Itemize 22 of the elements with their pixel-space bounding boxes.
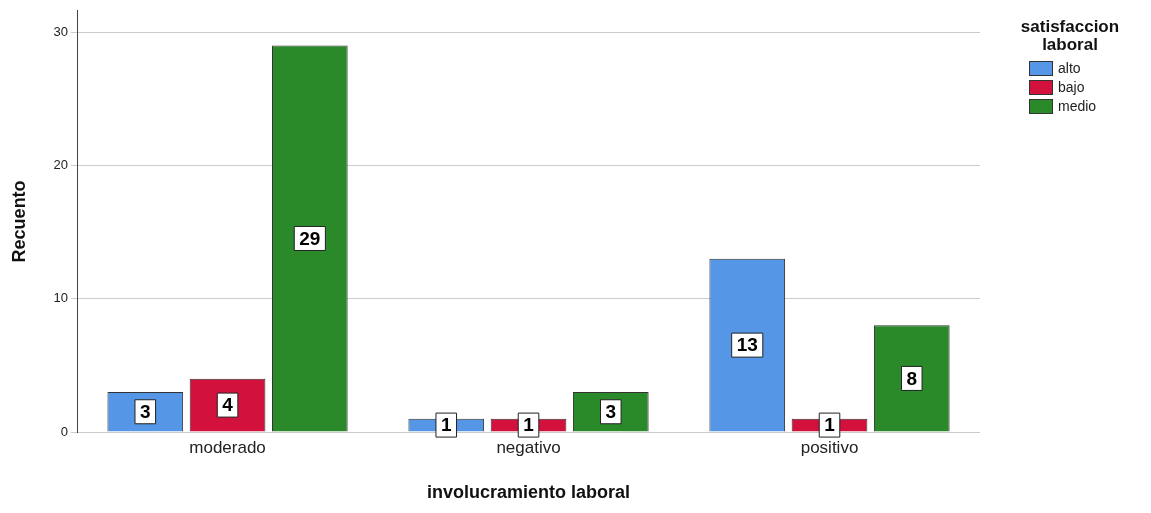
data-label: 29 xyxy=(299,227,321,249)
data-label: 8 xyxy=(906,367,918,389)
data-label: 3 xyxy=(139,400,151,422)
x-tick-label: negativo xyxy=(496,437,561,457)
y-tick-label: 30 xyxy=(53,23,69,39)
y-tick-label: 0 xyxy=(60,423,69,439)
y-tick-label: 10 xyxy=(53,290,69,306)
data-label: 1 xyxy=(523,414,535,436)
y-tick-label: 20 xyxy=(53,157,69,172)
data-label: 3 xyxy=(605,400,617,422)
data-label: 1 xyxy=(440,414,452,436)
data-label: 13 xyxy=(736,334,758,356)
legend-label: medio xyxy=(1058,98,1097,114)
legend-label: alto xyxy=(1058,60,1081,76)
x-tick-label: positivo xyxy=(800,437,859,457)
data-label: 4 xyxy=(222,394,234,416)
legend-title: satisfaccion laboral xyxy=(1019,17,1121,54)
x-axis-title: involucramiento laboral xyxy=(427,482,631,503)
legend-label: bajo xyxy=(1058,79,1085,95)
data-label: 1 xyxy=(824,414,836,436)
x-tick-label: moderado xyxy=(189,437,266,457)
y-axis-title: Recuento xyxy=(8,180,29,263)
